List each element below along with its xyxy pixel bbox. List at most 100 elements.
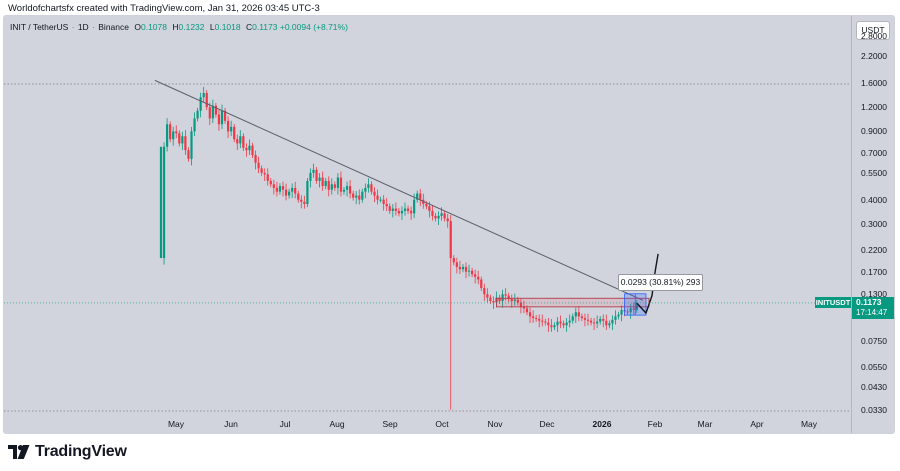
candle-body [410,210,413,214]
high-value: 0.1232 [178,22,205,32]
price-axis-tick: 0.4000 [861,194,887,205]
candle-body [199,97,202,111]
candle-body [571,316,574,321]
candle-body [574,312,577,317]
candle-body [196,110,199,119]
price-axis-tick: 0.1300 [861,289,887,300]
tradingview-logo[interactable]: TradingView [8,441,127,463]
chart-attribution: Worldofchartsfx created with TradingView… [8,3,320,14]
candle-body [593,322,596,324]
candle-body [406,208,410,211]
candle-body [345,186,349,190]
price-axis-tick: 0.5500 [861,167,887,178]
candle-body [620,309,623,315]
candle-body [547,322,550,326]
symbol-name[interactable]: INIT / TetherUS [10,22,69,32]
candle-body [504,294,507,296]
time-axis-tick: Mar [697,419,713,429]
change-value: +0.0094 (+8.71%) [279,22,348,32]
candle-body [312,169,315,173]
candle-body [254,154,257,163]
candle-body [458,266,461,270]
measure-tool-label[interactable]: 0.0293 (30.81%) 293 [618,274,703,291]
candle-body [233,126,236,140]
price-axis-tick: 2.2000 [861,51,887,62]
candle-body [361,191,364,200]
candle-body [419,193,422,200]
currency-button[interactable]: USDT [856,21,890,40]
candlestick-chart[interactable] [4,16,851,433]
candle-body [480,279,483,289]
candle-body [217,114,221,125]
candle-body [266,174,269,181]
candle-body [178,133,181,144]
candle-body [236,139,239,144]
candle-body [315,169,318,181]
candle-body [260,168,263,173]
candle-body [318,177,321,181]
candle-body [510,298,513,302]
bar-countdown: 17:14:47 [856,308,888,317]
candle-body [532,316,535,319]
candle-body [413,199,416,214]
candle-body [324,180,327,187]
candle-body [596,321,599,324]
candle-body [352,193,355,198]
chart-panel[interactable]: INIT / TetherUS · 1D · Binance O0.1078 H… [3,15,895,434]
candle-body [263,172,266,175]
candle-body [339,177,343,192]
candle-body [187,150,190,159]
interval-label[interactable]: 1D [77,22,89,32]
candle-body [544,321,547,323]
candle-body [617,314,620,317]
price-plot-area[interactable]: INIT / TetherUS · 1D · Binance O0.1078 H… [4,16,851,433]
candle-body [333,184,336,188]
candle-body [227,120,230,132]
candle-body [467,270,471,272]
candle-body [513,299,516,302]
candle-body [175,131,178,134]
candle-body [583,318,587,320]
candle-body [602,318,605,321]
candle-body [629,308,632,313]
time-axis-tick: Nov [487,419,503,429]
time-axis-tick: Jul [279,419,291,429]
open-label: O [134,22,141,32]
candle-body [428,206,431,211]
candle-body [172,131,175,140]
candle-body [166,124,169,147]
candle-body [309,172,312,181]
time-axis-tick: Oct [435,419,449,429]
candle-body [230,126,233,132]
candle-body [193,118,196,132]
candle-body [385,203,388,207]
price-axis-tick: 0.1700 [861,266,887,277]
candle-body [507,295,510,299]
time-axis-tick: Sep [382,419,398,429]
candle-body [294,187,297,194]
candle-body [528,312,532,317]
candle-body [589,320,593,323]
candle-body [416,193,419,200]
candle-body [452,258,455,263]
candle-body [425,203,428,207]
candle-body [562,323,565,326]
candle-body [400,210,404,214]
candle-body [159,146,163,259]
candle-body [464,266,468,272]
candle-body [471,270,474,275]
close-value: 0.1173 [252,22,278,32]
candle-body [541,320,544,322]
candle-body [355,195,358,198]
candle-body [388,206,391,211]
candle-body [288,191,291,196]
candle-body [272,184,275,188]
candle-body [169,124,172,140]
price-axis[interactable]: USDT 2.8000 2.2000 1.6000 1.2000 0.9000 0.700… [851,16,894,433]
candle-body [181,136,184,144]
candle-body [431,210,434,216]
high-label: H [172,22,179,32]
candle-body [568,320,571,323]
candle-body [245,147,248,151]
candle-body [367,184,370,188]
